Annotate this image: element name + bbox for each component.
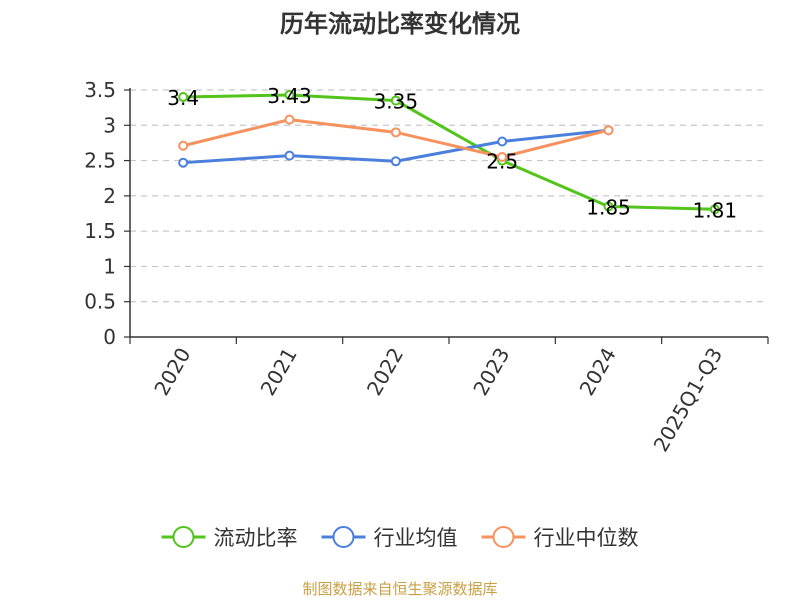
data-point (284, 150, 295, 161)
source-note: 制图数据来自恒生聚源数据库 (302, 580, 497, 598)
data-label: 3.43 (267, 84, 312, 108)
data-point (603, 125, 614, 136)
legend-item-3: 行业中位数 (481, 526, 639, 550)
y-tick-label: 3 (103, 113, 116, 137)
x-tick-label: 2020 (149, 344, 195, 400)
data-label: 3.4 (167, 86, 199, 110)
data-point (390, 156, 401, 167)
data-point (497, 152, 508, 163)
series-line-1 (183, 93, 715, 211)
y-tick-label: 0 (103, 325, 116, 349)
data-point (284, 89, 295, 100)
series-group (178, 89, 720, 215)
y-tick-label: 0.5 (84, 290, 116, 314)
legend-marker (172, 526, 195, 548)
data-point (497, 136, 508, 147)
grid-lines (130, 89, 768, 303)
data-point (178, 140, 189, 151)
data-label: 1.81 (693, 198, 738, 222)
legend-label: 行业中位数 (534, 526, 639, 550)
legend: 流动比率 行业均值 行业中位数 (161, 526, 639, 550)
data-point (390, 127, 401, 138)
y-tick-label: 2.5 (84, 149, 116, 173)
data-labels: 3.4 3.43 3.35 2.5 1.85 1.81 (167, 84, 737, 222)
chart-title: 历年流动比率变化情况 (280, 10, 520, 38)
x-tick-label: 2022 (362, 344, 408, 400)
data-label: 2.5 (486, 150, 518, 174)
x-tick-label: 2021 (256, 344, 302, 400)
x-tick-label: 2023 (468, 343, 514, 399)
legend-label: 流动比率 (214, 526, 298, 550)
legend-marker (492, 526, 515, 548)
legend-item-1: 流动比率 (161, 526, 298, 550)
data-label: 1.85 (586, 195, 631, 219)
data-point (178, 92, 189, 103)
data-point (284, 114, 295, 125)
x-tick-label: 2024 (575, 344, 621, 400)
data-point (709, 204, 720, 215)
data-point (178, 157, 189, 168)
y-tick-label: 1.5 (84, 219, 116, 243)
data-point (603, 201, 614, 212)
legend-label: 行业均值 (374, 526, 458, 550)
x-tick-label: 2025Q1-Q3 (648, 344, 727, 456)
y-tick-label: 3.5 (84, 78, 116, 102)
data-point (390, 95, 401, 106)
data-label: 3.35 (374, 90, 419, 114)
y-tick-label: 1 (103, 254, 116, 278)
y-tick-label: 2 (103, 184, 116, 208)
legend-marker (332, 526, 355, 548)
legend-item-2: 行业均值 (321, 526, 458, 550)
